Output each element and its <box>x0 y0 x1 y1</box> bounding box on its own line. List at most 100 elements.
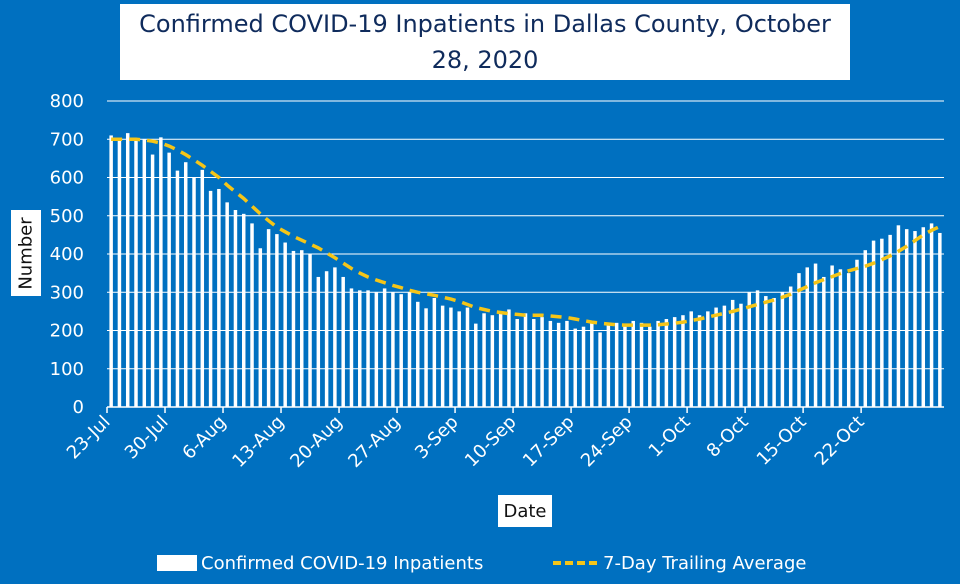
bar <box>888 234 892 407</box>
bar <box>540 317 544 407</box>
bar <box>548 320 553 407</box>
bar <box>134 139 138 407</box>
bar <box>672 317 677 407</box>
legend-label-average: 7-Day Trailing Average <box>603 552 807 574</box>
bar <box>880 238 884 407</box>
x-tick-label: 30-Jul <box>121 412 173 464</box>
bar <box>258 248 263 407</box>
bar <box>474 323 478 407</box>
x-tick-label: 15-Oct <box>753 412 811 470</box>
bar <box>871 240 876 407</box>
bar <box>830 265 834 407</box>
x-tick-label: 27-Aug <box>344 412 404 472</box>
bar <box>664 319 669 407</box>
bar <box>623 324 627 407</box>
bar <box>208 190 213 407</box>
bar <box>507 309 511 407</box>
bar <box>921 227 926 407</box>
bar <box>565 320 569 407</box>
bar <box>780 292 785 407</box>
bar <box>755 290 760 407</box>
bar <box>266 229 271 407</box>
legend-item-inpatients: Confirmed COVID-19 Inpatients <box>157 550 483 576</box>
bar <box>482 313 486 407</box>
bar <box>639 322 644 407</box>
y-tick-label: 0 <box>73 397 84 418</box>
bar <box>764 296 768 407</box>
bar <box>341 276 345 407</box>
bar <box>117 139 122 407</box>
bar <box>631 320 635 407</box>
y-axis-label: Number <box>15 216 37 290</box>
bar <box>440 305 445 407</box>
bar <box>449 307 453 407</box>
bar <box>598 332 602 407</box>
bar <box>308 254 312 407</box>
bar <box>838 269 843 407</box>
bar <box>697 315 702 407</box>
bar <box>896 225 901 407</box>
bar <box>938 232 942 407</box>
bar <box>465 307 470 407</box>
bar <box>225 202 229 407</box>
x-tick-label: 6-Aug <box>178 412 230 464</box>
bar <box>183 162 188 407</box>
bar <box>416 301 420 407</box>
bar <box>200 169 205 407</box>
bar <box>822 276 826 407</box>
x-tick-label: 3-Sep <box>411 412 463 464</box>
bar <box>283 242 287 407</box>
y-tick-label: 200 <box>50 321 84 342</box>
bar <box>714 307 718 407</box>
bar <box>366 290 370 407</box>
bar <box>432 297 437 407</box>
bar <box>349 288 354 407</box>
bar <box>788 286 793 407</box>
bar <box>324 271 329 407</box>
bar <box>250 223 254 407</box>
bar <box>217 188 221 407</box>
legend-item-average: 7-Day Trailing Average <box>553 550 806 576</box>
bar <box>316 276 321 407</box>
x-tick-label: 10-Sep <box>461 412 521 472</box>
bar <box>573 328 577 407</box>
bar <box>374 292 379 407</box>
bar <box>159 137 163 407</box>
bar <box>192 177 196 407</box>
bar <box>457 311 461 407</box>
y-tick-label: 700 <box>50 129 84 150</box>
bar <box>424 308 428 407</box>
bar <box>590 320 594 407</box>
bar <box>913 231 917 407</box>
bar <box>490 315 495 407</box>
bar <box>656 320 660 407</box>
y-tick-label: 100 <box>50 359 84 380</box>
x-tick-label: 8-Oct <box>703 412 753 462</box>
bar <box>241 213 246 407</box>
bar <box>846 273 851 407</box>
bar <box>125 133 130 407</box>
series-line-7-day-trailing-average <box>111 137 941 327</box>
bar <box>689 311 693 407</box>
bar <box>556 322 561 407</box>
bar <box>399 294 403 407</box>
bar <box>722 305 727 407</box>
bar <box>648 326 652 407</box>
bar <box>291 250 296 407</box>
bar <box>855 259 859 407</box>
x-tick-label: 23-Jul <box>63 412 115 464</box>
bar <box>739 303 743 407</box>
bar <box>150 154 155 407</box>
bar <box>523 313 528 407</box>
chart-title: Confirmed COVID-19 Inpatients in Dallas … <box>120 4 850 80</box>
legend-swatch-bar <box>157 555 197 571</box>
bar <box>681 315 685 407</box>
bar <box>233 210 238 407</box>
bar <box>730 299 735 407</box>
bar <box>391 292 395 407</box>
bar <box>498 311 503 407</box>
bar <box>275 234 279 407</box>
y-tick-label: 800 <box>50 91 84 112</box>
bar <box>358 290 362 407</box>
